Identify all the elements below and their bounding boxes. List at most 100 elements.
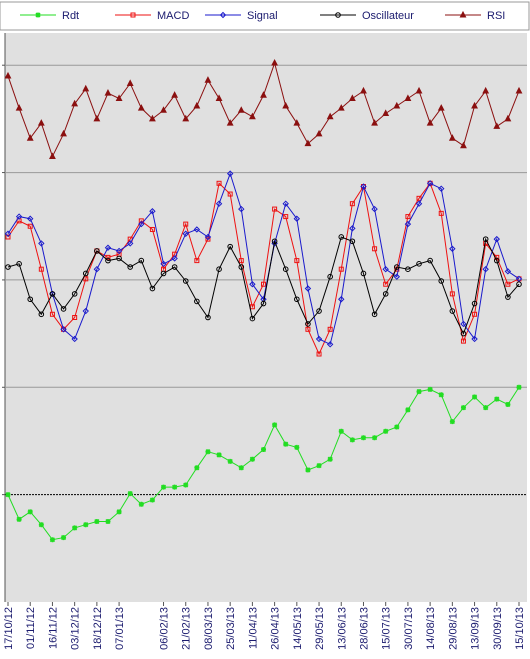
marker [116,255,122,262]
marker [327,326,333,332]
marker [437,104,445,111]
marker [60,326,67,333]
x-tick-label: 13/06/13 [336,607,348,650]
marker [360,435,367,441]
marker [27,296,34,303]
marker [393,101,401,109]
marker [71,99,79,107]
marker [16,516,22,522]
x-tick-label: 29/05/13 [314,607,326,650]
marker [282,266,289,272]
marker [338,296,345,303]
marker [294,258,300,264]
marker [94,248,100,254]
x-tick-label: 16/11/12 [47,607,59,649]
marker [505,294,511,300]
marker [326,112,334,120]
x-tick-label: 28/06/13 [358,607,370,650]
marker [82,270,89,277]
marker [238,258,244,264]
marker [504,268,512,275]
marker [383,281,389,287]
x-tick-label: 07/01/13 [114,607,126,650]
legend-label: Rdt [62,10,79,22]
marker [219,11,227,19]
marker [194,258,200,264]
marker [226,119,234,126]
marker [504,114,512,122]
marker [148,114,156,122]
marker [338,266,344,272]
legend-label: Signal [247,10,278,22]
marker [249,304,255,310]
marker [304,139,312,147]
line [7,182,520,356]
marker [283,441,289,447]
marker [216,452,222,458]
marker [371,119,379,126]
marker [327,456,333,462]
marker [94,518,100,525]
marker [316,351,322,357]
marker [404,94,412,101]
marker [349,201,355,207]
marker [483,405,489,411]
marker [5,492,11,498]
marker [182,278,189,284]
marker [426,119,434,126]
marker [449,245,456,252]
marker [405,407,411,413]
x-tick-label: 29/08/13 [447,607,459,650]
legend-box [0,1,530,31]
marker [171,255,178,262]
marker [160,270,167,277]
marker [27,509,33,515]
x-tick-label: 30/07/13 [403,607,415,650]
marker [204,76,212,83]
marker [272,206,278,212]
marker [360,270,367,277]
marker [238,264,245,270]
marker [448,134,456,141]
marker [183,482,189,488]
line [7,236,520,335]
marker [293,119,301,126]
marker [137,104,145,111]
marker [372,246,378,252]
marker [72,315,78,320]
marker [282,101,290,109]
marker [5,234,11,240]
marker [105,257,111,264]
marker [60,306,67,312]
marker [126,79,134,86]
marker [482,265,489,273]
marker [194,465,200,471]
marker [460,320,467,328]
marker [427,386,433,392]
marker [38,240,45,247]
marker [237,106,245,113]
legend-label: MACD [157,10,189,22]
x-tick-label: 06/02/13 [159,607,171,650]
series [4,170,523,348]
marker [360,86,367,94]
marker [160,484,167,490]
marker [382,291,389,297]
marker [316,308,322,314]
marker [471,335,478,343]
x-tick-label: 21/02/13 [181,607,193,650]
marker [172,484,178,490]
marker [460,405,466,411]
marker [49,291,56,297]
marker [393,273,401,280]
marker [338,428,344,434]
marker [449,419,455,425]
marker [104,244,112,251]
marker [215,94,223,101]
marker [104,89,112,96]
marker [326,341,334,348]
x-tick-label: 13/09/13 [470,607,482,650]
marker [130,12,136,18]
marker [227,243,233,250]
marker [493,257,500,264]
